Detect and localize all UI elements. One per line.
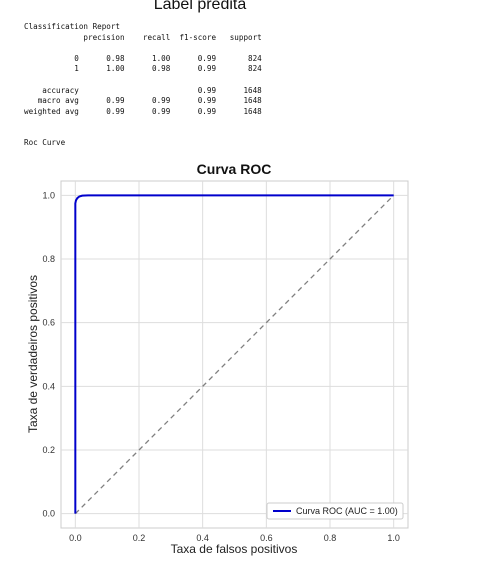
x-axis-label: Taxa de falsos positivos — [171, 542, 298, 556]
legend-box — [266, 502, 404, 520]
y-tick-label: 0.0 — [42, 509, 55, 519]
y-tick-label: 0.4 — [42, 381, 55, 391]
y-tick-label: 0.8 — [42, 254, 55, 264]
classification-report: Classification Report precision recall f… — [24, 22, 262, 116]
x-tick-label: 0.2 — [133, 533, 146, 543]
x-tick-label: 0.4 — [196, 533, 209, 543]
series-layer — [74, 194, 395, 515]
roc-curve-line — [74, 194, 394, 514]
y-tick-label: 0.6 — [42, 318, 55, 328]
roc-section-label: Roc Curve — [24, 138, 66, 147]
legend-label: Curva ROC (AUC = 1.00) — [296, 506, 398, 516]
y-tick-label: 0.2 — [42, 445, 55, 455]
y-axis-label: Taxa de verdadeiros positivos — [26, 275, 40, 433]
page-title: Label predita — [153, 0, 247, 13]
x-tick-label: 0.6 — [260, 533, 273, 543]
ticks: 0.0 0.2 0.4 0.6 0.8 1.0 0.0 0.2 0.4 0.6 0.8 1.0 — [42, 190, 399, 543]
y-tick-label: 1.0 — [42, 190, 55, 200]
legend: Curva ROC (AUC = 1.00) — [266, 502, 404, 520]
x-tick-label: 1.0 — [387, 533, 400, 543]
x-tick-label: 0.8 — [324, 533, 337, 543]
chance-line — [74, 194, 395, 515]
chart-title: Curva ROC — [197, 161, 272, 177]
x-tick-label: 0.0 — [69, 533, 82, 543]
